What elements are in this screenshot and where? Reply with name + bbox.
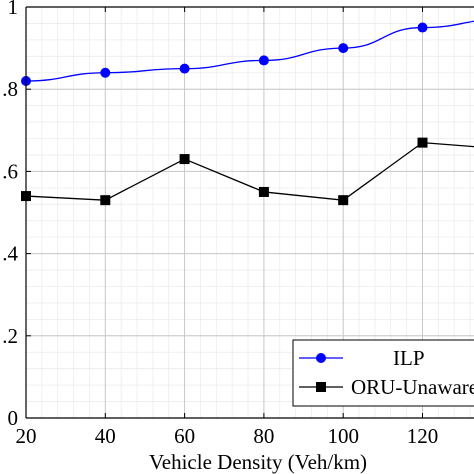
series-point-ilp (258, 55, 269, 66)
x-axis-title: Vehicle Density (Veh/km) (149, 450, 367, 474)
y-tick-label: 0 (8, 406, 19, 430)
legend-label: ORU-Unaware (351, 375, 474, 399)
axes (25, 6, 474, 419)
legend-box (292, 339, 474, 407)
series-layer (21, 20, 474, 206)
y-tick-label: .8 (2, 77, 18, 101)
series-point-oru (258, 186, 269, 197)
series-point-oru (417, 137, 428, 148)
series-point-oru (100, 195, 111, 206)
y-tick-label: .6 (2, 159, 18, 183)
y-tick-label: .2 (2, 324, 18, 348)
series-point-ilp (179, 63, 190, 74)
legend-label: ILP (393, 346, 425, 370)
x-tick-label: 100 (327, 424, 359, 448)
y-tick-label: .4 (2, 242, 18, 266)
legend: ILP ORU-Unaware (292, 339, 474, 407)
series-point-oru (179, 154, 190, 165)
x-tick-label: 20 (16, 424, 37, 448)
x-tick-label: 80 (253, 424, 274, 448)
tick-labels: 20 40 60 80 100 120 0 .2 .4 .6 .8 1 (2, 0, 438, 448)
y-tick-label: 1 (8, 0, 19, 19)
series-point-ilp (100, 67, 111, 78)
x-tick-label: 60 (174, 424, 195, 448)
x-tick-label: 40 (95, 424, 116, 448)
series-point-oru (338, 195, 349, 206)
legend-marker-circle (316, 353, 326, 363)
legend-marker-square (316, 382, 326, 392)
x-tick-label: 120 (407, 424, 439, 448)
series-point-ilp (417, 22, 428, 33)
series-point-ilp (338, 43, 349, 54)
